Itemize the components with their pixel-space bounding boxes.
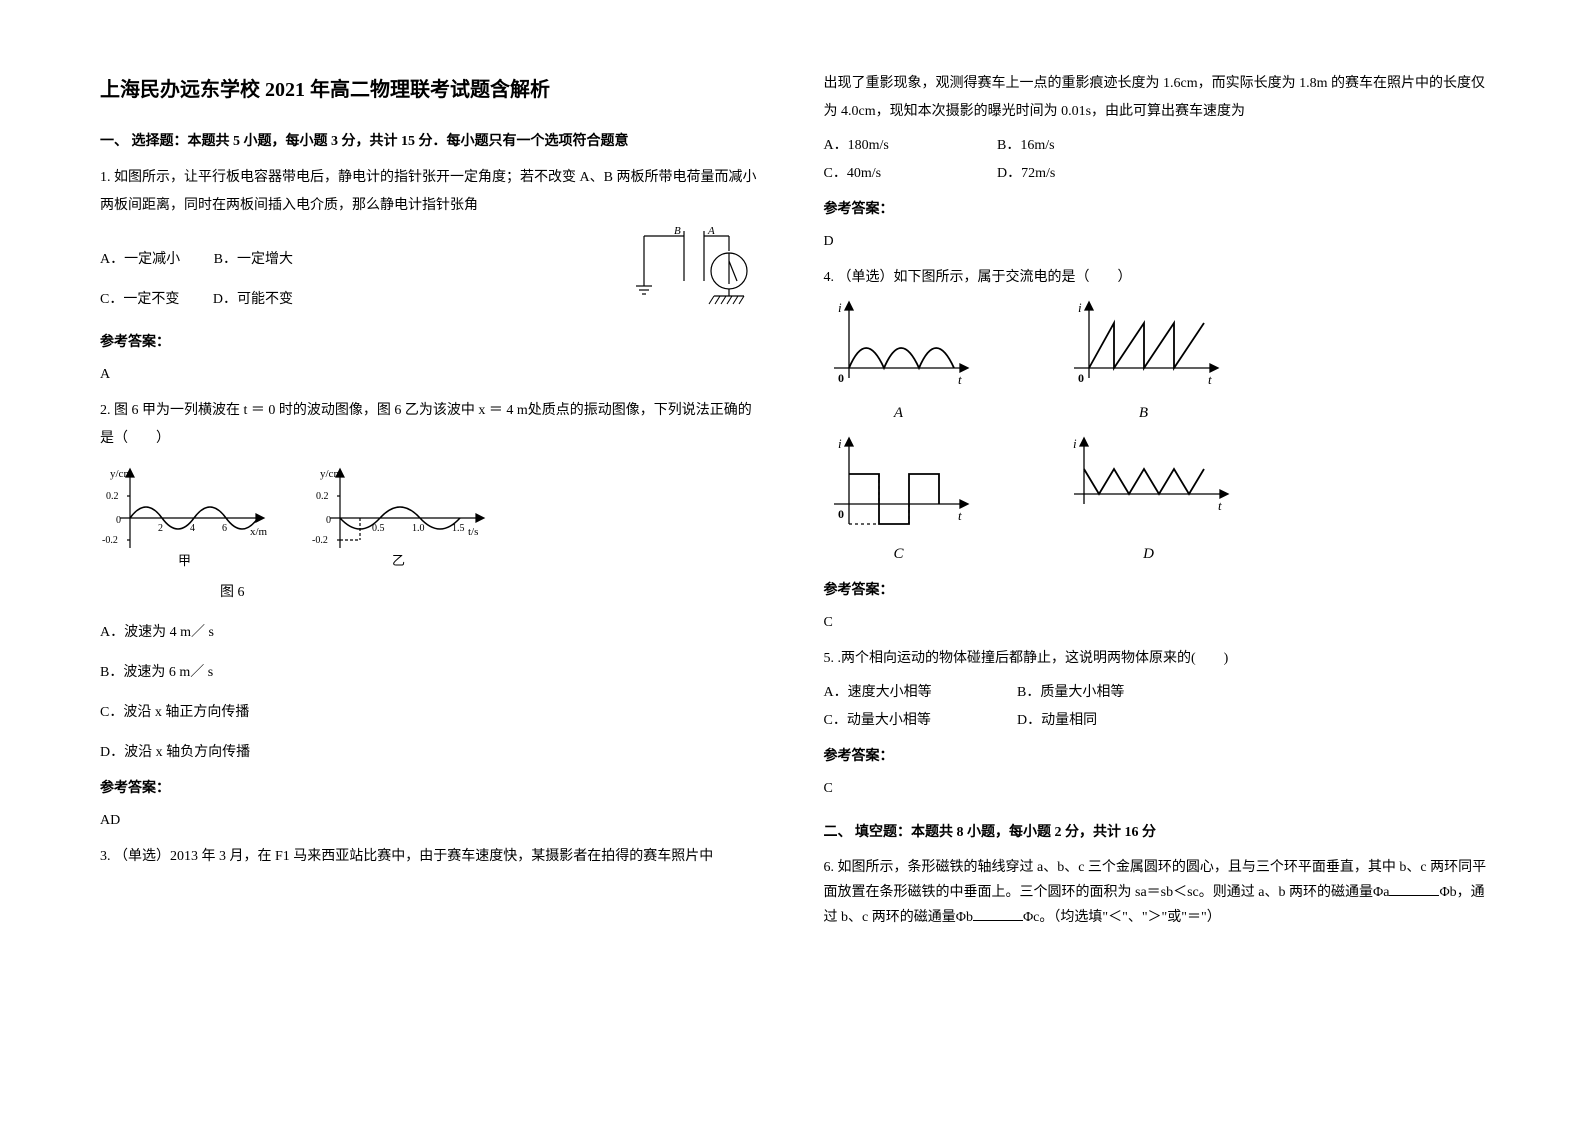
svg-text:x/m: x/m xyxy=(250,526,268,538)
q1-opt-a: A．一定减小 xyxy=(100,246,180,274)
svg-text:0.2: 0.2 xyxy=(316,491,329,502)
q4-stem: 4. （单选）如下图所示，属于交流电的是（ ） xyxy=(824,264,1488,292)
doc-title: 上海民办远东学校 2021 年高二物理联考试题含解析 xyxy=(100,70,764,110)
q4-fig-a: i t 0 A xyxy=(824,298,974,428)
svg-text:t: t xyxy=(1208,372,1212,387)
q2-fig-jia: y/cm x/m 0.2 0 -0.2 2 4 6 xyxy=(100,463,270,573)
svg-text:B: B xyxy=(674,226,681,237)
q1-ans: A xyxy=(100,361,764,389)
q4-label-a: A xyxy=(894,398,903,428)
q1-opt-d: D．可能不变 xyxy=(213,286,293,314)
q2-opt-b: B．波速为 6 m／ s xyxy=(100,659,764,687)
q3-stem-part2: 出现了重影现象，观测得赛车上一点的重影痕迹长度为 1.6cm，而实际长度为 1.… xyxy=(824,70,1488,126)
q2-opt-d: D．波沿 x 轴负方向传播 xyxy=(100,739,764,767)
svg-text:-0.2: -0.2 xyxy=(312,535,328,546)
q3-ans: D xyxy=(824,228,1488,256)
q4-label-d: D xyxy=(1143,539,1154,569)
question-2: 2. 图 6 甲为一列横波在 t ＝ 0 时的波动图像，图 6 乙为该波中 x … xyxy=(100,397,764,835)
q2-fig-caption: 图 6 xyxy=(220,579,764,607)
svg-text:4: 4 xyxy=(190,523,195,534)
svg-text:i: i xyxy=(1073,436,1077,451)
svg-text:0: 0 xyxy=(1078,371,1084,385)
q4-ans: C xyxy=(824,609,1488,637)
question-1: 1. 如图所示，让平行板电容器带电后，静电计的指针张开一定角度；若不改变 A、B… xyxy=(100,164,764,389)
q4-label-b: B xyxy=(1139,398,1148,428)
q1-opt-c: C．一定不变 xyxy=(100,286,179,314)
q5-ans-label: 参考答案： xyxy=(824,743,1488,771)
svg-text:t: t xyxy=(958,508,962,523)
svg-text:y/cm: y/cm xyxy=(320,468,342,480)
section-2-heading: 二、 填空题：本题共 8 小题，每小题 2 分，共计 16 分 xyxy=(824,819,1488,847)
q5-opt-c: C．动量大小相等 xyxy=(824,707,984,735)
svg-text:乙: 乙 xyxy=(392,553,405,568)
question-3-partial: 3. （单选）2013 年 3 月，在 F1 马来西亚站比赛中，由于赛车速度快，… xyxy=(100,843,764,871)
q2-stem: 2. 图 6 甲为一列横波在 t ＝ 0 时的波动图像，图 6 乙为该波中 x … xyxy=(100,397,764,453)
svg-text:-0.2: -0.2 xyxy=(102,535,118,546)
question-4: 4. （单选）如下图所示，属于交流电的是（ ） i t 0 xyxy=(824,264,1488,637)
q1-ans-label: 参考答案： xyxy=(100,329,764,357)
svg-text:i: i xyxy=(838,300,842,315)
svg-text:1.0: 1.0 xyxy=(412,523,425,534)
question-5: 5. .两个相向运动的物体碰撞后都静止，这说明两物体原来的( ) A．速度大小相… xyxy=(824,645,1488,803)
q5-stem: 5. .两个相向运动的物体碰撞后都静止，这说明两物体原来的( ) xyxy=(824,645,1488,673)
question-6: 6. 如图所示，条形磁铁的轴线穿过 a、b、c 三个金属圆环的圆心，且与三个环平… xyxy=(824,855,1488,931)
svg-text:y/cm: y/cm xyxy=(110,468,132,480)
svg-text:i: i xyxy=(838,436,842,451)
svg-text:2: 2 xyxy=(158,523,163,534)
q3-opt-b: B．16m/s xyxy=(997,132,1055,160)
svg-text:6: 6 xyxy=(222,523,227,534)
left-column: 上海民办远东学校 2021 年高二物理联考试题含解析 一、 选择题：本题共 5 … xyxy=(100,70,764,931)
right-column: 出现了重影现象，观测得赛车上一点的重影痕迹长度为 1.6cm，而实际长度为 1.… xyxy=(824,70,1488,931)
svg-text:甲: 甲 xyxy=(178,553,191,568)
q4-fig-d: i t D xyxy=(1064,434,1234,569)
q2-fig-yi: y/cm t/s 0.2 0 -0.2 0.5 1.0 1.5 xyxy=(310,463,490,573)
q5-opt-b: B．质量大小相等 xyxy=(1017,679,1124,707)
q6-c: Φc。（均选填"＜"、"＞"或"＝"） xyxy=(1023,910,1221,925)
svg-text:t/s: t/s xyxy=(468,526,478,538)
svg-text:0: 0 xyxy=(838,507,844,521)
svg-text:i: i xyxy=(1078,300,1082,315)
q3-opt-a: A．180m/s xyxy=(824,132,964,160)
q1-stem: 1. 如图所示，让平行板电容器带电后，静电计的指针张开一定角度；若不改变 A、B… xyxy=(100,164,764,220)
q4-ans-label: 参考答案： xyxy=(824,577,1488,605)
svg-text:A: A xyxy=(707,226,715,237)
q5-opt-d: D．动量相同 xyxy=(1017,707,1097,735)
svg-text:0.5: 0.5 xyxy=(372,523,385,534)
q2-opt-c: C．波沿 x 轴正方向传播 xyxy=(100,699,764,727)
q5-ans: C xyxy=(824,775,1488,803)
q5-opt-a: A．速度大小相等 xyxy=(824,679,984,707)
section-1-heading: 一、 选择题：本题共 5 小题，每小题 3 分，共计 15 分．每小题只有一个选… xyxy=(100,128,764,156)
q6-a: 6. 如图所示，条形磁铁的轴线穿过 a、b、c 三个金属圆环的圆心，且与三个环平… xyxy=(824,860,1487,900)
svg-text:0.2: 0.2 xyxy=(106,491,119,502)
q4-label-c: C xyxy=(893,539,903,569)
q3-opt-c: C．40m/s xyxy=(824,160,964,188)
svg-text:t: t xyxy=(958,372,962,387)
q3-stem-part1: 3. （单选）2013 年 3 月，在 F1 马来西亚站比赛中，由于赛车速度快，… xyxy=(100,843,764,871)
svg-text:0: 0 xyxy=(326,515,331,526)
q1-opt-b: B．一定增大 xyxy=(214,246,293,274)
q2-ans-label: 参考答案： xyxy=(100,775,764,803)
q6-blank-2 xyxy=(973,906,1023,921)
q3-opt-d: D．72m/s xyxy=(997,160,1055,188)
q4-fig-b: i t 0 B xyxy=(1064,298,1224,428)
q4-fig-c: i t 0 C xyxy=(824,434,974,569)
q2-opt-a: A．波速为 4 m／ s xyxy=(100,619,764,647)
svg-text:t: t xyxy=(1218,498,1222,513)
q3-ans-label: 参考答案： xyxy=(824,196,1488,224)
q1-figure: B A xyxy=(634,226,764,321)
svg-text:0: 0 xyxy=(838,371,844,385)
svg-text:0: 0 xyxy=(116,515,121,526)
q2-ans: AD xyxy=(100,807,764,835)
svg-text:1.5: 1.5 xyxy=(452,523,465,534)
q6-blank-1 xyxy=(1389,881,1439,896)
